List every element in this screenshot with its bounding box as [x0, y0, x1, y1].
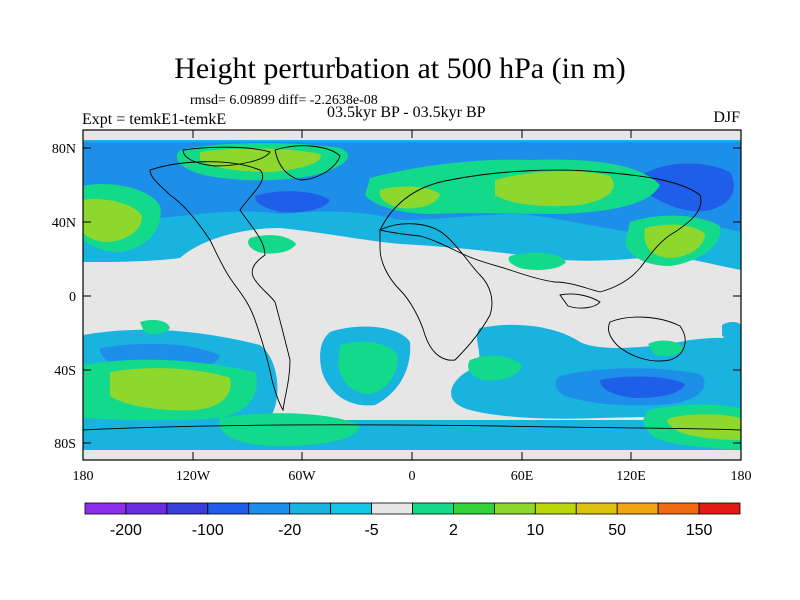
greenland-yellow: [200, 148, 321, 172]
colorbar-swatch: [207, 502, 250, 515]
japan-yellow: [644, 224, 705, 258]
colorbar-swatch: [248, 502, 291, 515]
colorbar-swatch: [125, 502, 168, 515]
colorbar-swatch: [371, 502, 413, 515]
colorbar-label: 10: [526, 522, 544, 539]
colorbar-swatch: [698, 502, 741, 515]
lon-tick-label: 120W: [176, 469, 211, 484]
na-green-patch: [248, 235, 296, 254]
colorbar-labels: -200 -100 -20 -5 2 10 50 150: [110, 522, 713, 539]
eurasia-yellow: [495, 171, 614, 207]
chart-title: Height perturbation at 500 hPa (in m): [174, 52, 626, 85]
lat-tick-label: 80N: [52, 142, 76, 157]
indian-dark-blue: [600, 376, 685, 398]
colorbar: [84, 502, 741, 515]
lon-tick-label: 0: [409, 469, 416, 484]
colorbar-swatch: [412, 502, 454, 515]
sh-light-blue-south: [83, 420, 741, 450]
stats-line: rmsd= 6.09899 diff= -2.2638e-08: [190, 93, 378, 108]
colorbar-swatch: [330, 502, 372, 515]
colorbar-label: 50: [608, 522, 626, 539]
colorbar-swatch: [575, 502, 618, 515]
colorbar-swatch: [657, 502, 700, 515]
australia-green-spot: [648, 340, 684, 356]
asia-green-patch: [508, 252, 566, 270]
lat-tick-label: 80S: [54, 437, 76, 452]
lon-tick-label: 180: [731, 469, 752, 484]
pacific-green-spot: [140, 320, 170, 335]
lon-tick-label: 180: [73, 469, 94, 484]
period-label: 03.5kyr BP - 03.5kyr BP: [327, 104, 486, 121]
africa-green: [468, 355, 522, 381]
pacific-light-blue-spot: [722, 322, 741, 346]
experiment-label: Expt = temkE1-temkE: [82, 111, 227, 128]
colorbar-label: -5: [364, 522, 378, 539]
colorbar-swatch: [534, 502, 577, 515]
colorbar-swatch: [166, 502, 209, 515]
lat-tick-label: 40N: [52, 216, 76, 231]
lon-tick-label: 120E: [616, 469, 646, 484]
lat-tick-label: 0: [69, 290, 76, 305]
colorbar-label: -20: [278, 522, 301, 539]
latitude-axis: 80N 40N 0 40S 80S: [52, 142, 741, 452]
colorbar-swatch: [289, 502, 332, 515]
coastlines: [83, 145, 741, 431]
colorbar-swatch: [616, 502, 659, 515]
lat-tick-label: 40S: [54, 364, 76, 379]
lon-tick-label: 60W: [288, 469, 316, 484]
colorbar-label: 150: [686, 522, 713, 539]
season-label: DJF: [713, 109, 740, 126]
colorbar-swatch: [84, 502, 127, 515]
pacific-sh-yellow: [667, 414, 741, 440]
sh-green-antarctic: [219, 413, 360, 446]
pacific-yellow: [83, 198, 142, 242]
europe-yellow: [379, 186, 440, 209]
sh-yellow-west: [110, 368, 231, 411]
lon-tick-label: 60E: [511, 469, 534, 484]
colorbar-label: -100: [192, 522, 224, 539]
longitude-axis: 180 120W 60W 0 60E 120E 180: [73, 130, 752, 484]
contour-fields: [83, 140, 741, 450]
colorbar-swatch: [453, 502, 495, 515]
atlantic-green: [338, 341, 398, 394]
colorbar-label: -200: [110, 522, 142, 539]
atlantic-dark-blue-patch: [255, 191, 330, 213]
colorbar-swatch: [493, 502, 536, 515]
colorbar-label: 2: [449, 522, 458, 539]
